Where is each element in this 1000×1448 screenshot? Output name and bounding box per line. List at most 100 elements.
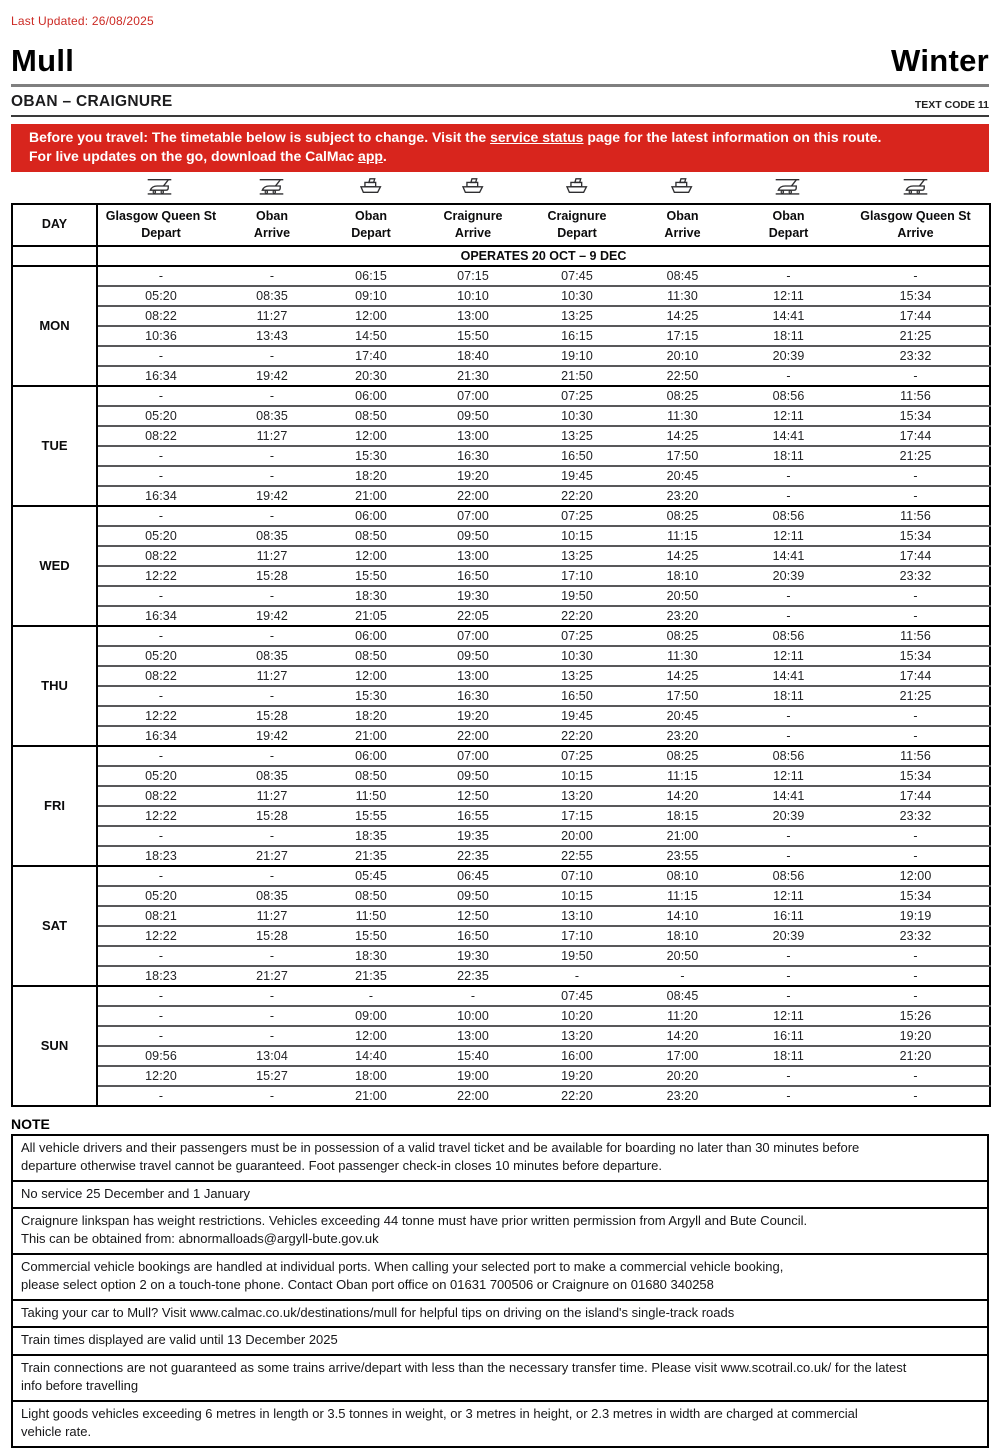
note-text: Commercial vehicle bookings are handled … <box>12 1252 988 1300</box>
time-cell: 13:10 <box>524 904 630 926</box>
time-cell: 11:30 <box>630 644 735 666</box>
time-cell: 12:00 <box>320 544 422 566</box>
time-cell: 07:25 <box>524 384 630 406</box>
day-label-thu: THU <box>12 624 98 746</box>
title-row: Mull Winter <box>11 43 989 79</box>
timetable-row: FRI - -06:00 07:00 07:25 08:25 08:56 11:56 <box>12 744 990 866</box>
timetable-row: 12:22 15:28 18:20 19:20 19:45 20:45- - <box>12 704 990 726</box>
time-cell: 16:34 <box>97 364 224 386</box>
note-row: Train connections are not guaranteed as … <box>12 1353 988 1401</box>
time-cell: 22:35 <box>422 964 524 986</box>
time-cell: 18:10 <box>630 564 735 586</box>
day-label-wed: WED <box>12 504 98 626</box>
ferry-icon <box>319 175 421 203</box>
note-row: Commercial vehicle bookings are handled … <box>12 1252 988 1300</box>
note-text: Craignure linkspan has weight restrictio… <box>12 1206 988 1254</box>
time-cell: 11:56 <box>842 624 990 646</box>
time-cell: 12:11 <box>735 284 842 306</box>
ferry-icon <box>629 175 734 203</box>
time-cell: 23:32 <box>842 344 990 366</box>
timetable-row: 12:20 15:27 18:00 19:00 19:20 20:20- - <box>12 1064 990 1086</box>
time-cell: 06:00 <box>320 624 422 646</box>
time-cell: 10:20 <box>524 1004 630 1026</box>
time-cell: 19:42 <box>224 724 320 746</box>
last-updated: Last Updated: 26/08/2025 <box>11 14 154 28</box>
time-cell: - <box>842 944 990 966</box>
time-cell: 17:10 <box>524 564 630 586</box>
time-cell: 19:30 <box>422 584 524 606</box>
time-cell: 12:00 <box>842 864 990 886</box>
time-cell: 16:55 <box>422 804 524 826</box>
time-cell: 09:50 <box>422 764 524 786</box>
column-header-place: Glasgow Queen St <box>105 209 217 224</box>
time-cell: 07:45 <box>524 984 630 1006</box>
day-label-fri: FRI <box>12 744 98 866</box>
time-cell: 07:00 <box>422 384 524 406</box>
time-cell: - <box>735 704 842 726</box>
time-cell: 16:50 <box>524 444 630 466</box>
banner-text: Before you travel: The timetable below i… <box>29 129 491 145</box>
icon-spacer <box>11 175 96 203</box>
timetable-row: 16:34 19:42 21:00 22:00 22:20 23:20- - <box>12 484 990 506</box>
time-cell: 18:20 <box>320 464 422 486</box>
time-cell: 17:44 <box>842 544 990 566</box>
time-cell: 21:25 <box>842 684 990 706</box>
time-cell: - <box>735 1084 842 1106</box>
time-cell: 21:20 <box>842 1044 990 1066</box>
service-status-link[interactable]: service status <box>490 129 584 145</box>
time-cell: 14:41 <box>735 664 842 686</box>
ferry-icon <box>421 175 523 203</box>
time-cell: 22:00 <box>422 484 524 506</box>
time-cell: 08:45 <box>630 264 735 286</box>
time-cell: 15:30 <box>320 684 422 706</box>
timetable-row: 16:34 19:42 20:30 21:30 21:50 22:50- - <box>12 364 990 386</box>
time-cell: - <box>97 584 224 606</box>
timetable-row: 16:34 19:42 21:05 22:05 22:20 23:20- - <box>12 604 990 626</box>
time-cell: - <box>735 484 842 506</box>
time-cell: 23:32 <box>842 804 990 826</box>
time-cell: 14:20 <box>630 1024 735 1046</box>
time-cell: 16:34 <box>97 724 224 746</box>
time-cell: 19:42 <box>224 364 320 386</box>
time-cell: 23:20 <box>630 484 735 506</box>
note-row: Craignure linkspan has weight restrictio… <box>12 1206 988 1254</box>
time-cell: 11:15 <box>630 524 735 546</box>
time-cell: - <box>735 464 842 486</box>
time-cell: 08:22 <box>97 664 224 686</box>
time-cell: 05:20 <box>97 884 224 906</box>
timetable-row: 08:22 11:27 12:00 13:00 13:25 14:25 14:41 17:44 <box>12 304 990 326</box>
time-cell: 06:45 <box>422 864 524 886</box>
time-cell: 20:50 <box>630 944 735 966</box>
time-cell: - <box>735 984 842 1006</box>
timetable-row: 08:22 11:27 11:50 12:50 13:20 14:20 14:41 17:44 <box>12 784 990 806</box>
column-header-place: Oban <box>256 209 288 224</box>
column-header-craignure-depart: Craignure Depart <box>524 203 630 247</box>
time-cell: 10:00 <box>422 1004 524 1026</box>
time-cell: - <box>842 484 990 506</box>
note-text: Taking your car to Mull? Visit www.calma… <box>12 1298 988 1328</box>
time-cell: - <box>735 824 842 846</box>
time-cell: 11:27 <box>224 544 320 566</box>
column-header-craignure-arrive: Craignure Arrive <box>422 203 524 247</box>
time-cell: 06:00 <box>320 744 422 766</box>
time-cell: 23:32 <box>842 564 990 586</box>
time-cell: 05:20 <box>97 524 224 546</box>
time-cell: 08:25 <box>630 504 735 526</box>
time-cell: 20:00 <box>524 824 630 846</box>
time-cell: 14:41 <box>735 544 842 566</box>
time-cell: - <box>735 944 842 966</box>
time-cell: 16:50 <box>422 564 524 586</box>
time-cell: 10:10 <box>422 284 524 306</box>
calmac-app-link[interactable]: app <box>358 148 383 165</box>
timetable-row: 08:22 11:27 12:00 13:00 13:25 14:25 14:41 17:44 <box>12 544 990 566</box>
time-cell: 15:50 <box>320 564 422 586</box>
time-cell: - <box>97 624 224 646</box>
time-cell: 07:10 <box>524 864 630 886</box>
column-header-place: Glasgow Queen St <box>860 209 971 224</box>
timetable-row: 18:23 21:27 21:35 22:35- - - - <box>12 964 990 986</box>
time-cell: 17:50 <box>630 444 735 466</box>
time-cell: 19:50 <box>524 584 630 606</box>
time-cell: 19:20 <box>524 1064 630 1086</box>
timetable-row: - -18:30 19:30 19:50 20:50- - <box>12 584 990 606</box>
column-header-place: Oban <box>666 209 699 224</box>
